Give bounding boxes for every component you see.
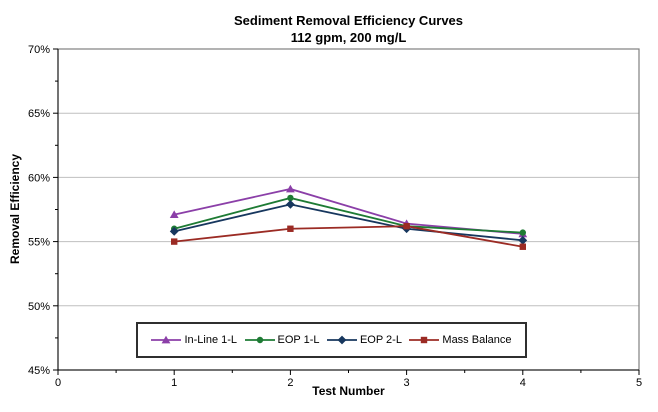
series-marker-mass-balance bbox=[287, 225, 294, 232]
series-marker-in-line-1-l bbox=[169, 210, 179, 219]
plot-background bbox=[58, 49, 639, 370]
legend-sample-marker bbox=[421, 336, 428, 344]
legend-label: EOP 2-L bbox=[359, 334, 402, 346]
x-tick-label: 0 bbox=[55, 377, 61, 389]
series-marker-eop-2-l bbox=[518, 235, 528, 245]
chart-title: Sediment Removal Efficiency Curves bbox=[233, 13, 464, 28]
y-tick-label: 70% bbox=[28, 44, 50, 56]
legend: In-Line 1-L EOP 1-L EOP 2-L Mass Balance bbox=[136, 322, 527, 358]
legend-label: In-Line 1-L bbox=[184, 334, 238, 346]
series-marker-eop-1-l bbox=[287, 194, 294, 202]
legend-entry-eop-1-l: EOP 1-L bbox=[244, 334, 320, 346]
x-tick-label: 4 bbox=[520, 377, 526, 389]
x-tick-label: 2 bbox=[287, 377, 293, 389]
legend-label: EOP 1-L bbox=[277, 334, 320, 346]
legend-entry-mass-balance: Mass Balance bbox=[409, 334, 512, 346]
series-marker-mass-balance bbox=[403, 222, 410, 230]
series-marker-eop-1-l bbox=[519, 229, 526, 236]
legend-marker-eop-2-l bbox=[326, 335, 357, 345]
x-tick-label: 1 bbox=[171, 377, 177, 389]
y-tick-label: 55% bbox=[28, 237, 50, 249]
y-tick-label: 50% bbox=[28, 301, 50, 313]
series-marker-mass-balance bbox=[519, 243, 526, 250]
series-line-eop-1-l bbox=[173, 197, 523, 234]
series-line-eop-2-l bbox=[173, 203, 523, 242]
legend-sample-marker bbox=[256, 336, 263, 344]
legend-marker-eop-1-l bbox=[244, 336, 275, 344]
series-marker-eop-2-l bbox=[169, 226, 179, 236]
series-marker-eop-2-l bbox=[286, 199, 295, 209]
y-tick-label: 45% bbox=[28, 365, 50, 377]
x-tick-label: 5 bbox=[636, 377, 642, 389]
legend-marker-in-line-1-l bbox=[151, 335, 182, 344]
legend-label: Mass Balance bbox=[442, 334, 512, 346]
chart-subtitle: 112 gpm, 200 mg/L bbox=[290, 30, 407, 45]
x-tick-label: 3 bbox=[404, 377, 410, 389]
y-tick-label: 60% bbox=[28, 172, 50, 184]
legend-entry-in-line-1-l: In-Line 1-L bbox=[151, 334, 237, 346]
legend-sample-marker bbox=[337, 335, 347, 345]
legend-sample-marker bbox=[162, 335, 171, 344]
legend-entry-eop-2-l: EOP 2-L bbox=[326, 334, 402, 346]
series-marker-mass-balance bbox=[171, 238, 178, 245]
x-axis-title: Test Number bbox=[312, 384, 385, 398]
series-marker-in-line-1-l bbox=[286, 184, 295, 193]
y-axis-title: Removal Efficiency bbox=[8, 153, 22, 265]
series-line-mass-balance bbox=[174, 225, 523, 248]
y-tick-label: 65% bbox=[28, 108, 50, 120]
legend-marker-mass-balance bbox=[409, 336, 440, 344]
